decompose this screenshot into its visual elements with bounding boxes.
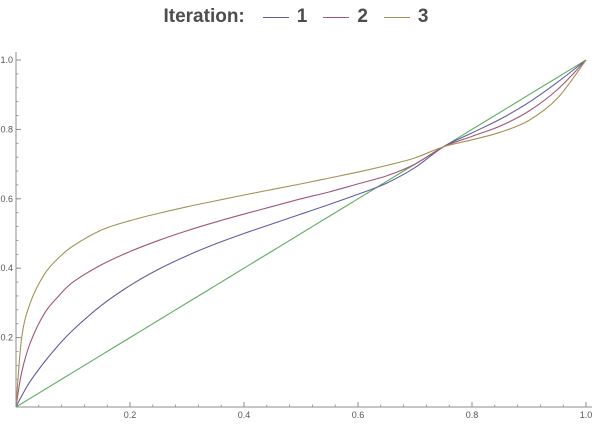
legend: Iteration: 1 2 3 [0, 4, 600, 30]
x-tick-label: 0.4 [238, 410, 251, 420]
series-line-iteration-2 [15, 59, 587, 408]
legend-label-1: 1 [296, 6, 308, 27]
series-lines [15, 59, 587, 408]
y-tick-label: 1.0 [0, 55, 13, 65]
x-tick-label: 0.8 [466, 410, 479, 420]
x-tick-label: 0.6 [352, 410, 365, 420]
y-tick-label: 0.8 [0, 124, 13, 134]
legend-item-2: 2 [323, 6, 368, 28]
legend-label-3: 3 [417, 6, 429, 27]
x-tick-label: 0.2 [124, 410, 137, 420]
legend-item-1: 1 [262, 6, 308, 28]
legend-swatch-2 [323, 16, 350, 18]
series-line-reference [15, 59, 587, 408]
axes: 0.2 0.4 0.6 0.8 1.0 0.2 0.4 0.6 0.8 1.0 [0, 52, 592, 420]
legend-swatch-3 [383, 16, 410, 18]
series-line-iteration-3 [15, 59, 587, 408]
legend-label-2: 2 [357, 6, 368, 27]
y-tick-label: 0.2 [0, 333, 13, 343]
y-tick-label: 0.6 [0, 194, 13, 204]
legend-title: Iteration: [163, 6, 245, 27]
x-tick-label: 1.0 [580, 410, 593, 420]
legend-swatch-1 [262, 16, 289, 18]
legend-item-3: 3 [383, 6, 429, 28]
series-line-iteration-1 [15, 59, 587, 408]
y-tick-label: 0.4 [0, 263, 13, 273]
